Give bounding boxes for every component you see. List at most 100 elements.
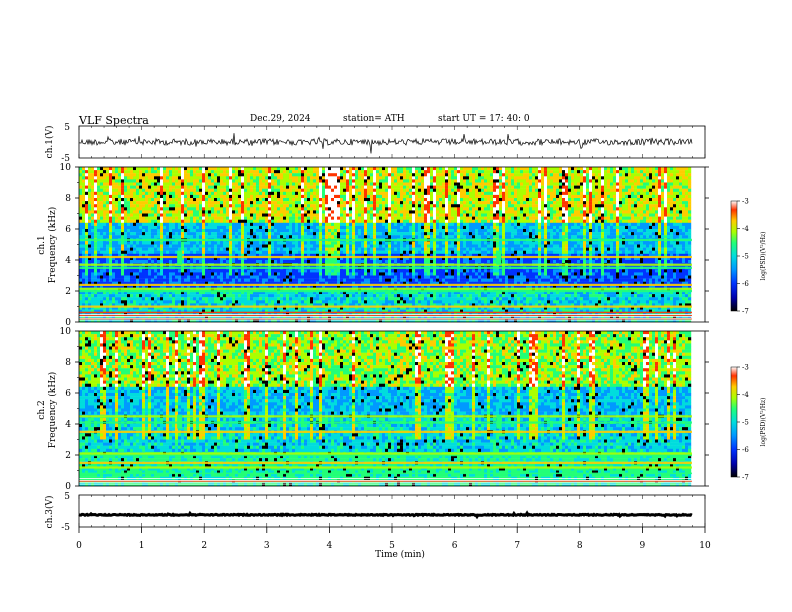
spectrogram-cell <box>124 306 128 310</box>
spectrogram-cell <box>121 256 125 261</box>
spectrogram-cell <box>103 272 107 276</box>
spectrogram-cell <box>340 275 344 279</box>
spectrogram-cell <box>202 232 206 236</box>
spectrogram-cell <box>160 204 164 208</box>
spectrogram-cell <box>124 284 128 289</box>
spectrogram-cell <box>265 244 269 248</box>
spectrogram-cell <box>85 284 89 289</box>
spectrogram-cell <box>271 207 275 211</box>
spectrogram-cell <box>226 253 230 258</box>
spectrogram-cell <box>148 213 152 217</box>
spectrogram-cell <box>163 306 167 310</box>
spectrogram-cell <box>256 182 260 186</box>
spectrogram-cell <box>202 256 206 261</box>
spectrogram-cell <box>253 256 257 261</box>
spectrogram-cell <box>316 182 320 186</box>
spectrogram-cell <box>298 216 302 220</box>
spectrogram-cell <box>169 173 173 177</box>
spectrogram-cell <box>121 294 125 298</box>
spectrogram-cell <box>223 260 227 264</box>
spectrogram-cell <box>256 275 260 279</box>
spectrogram-cell <box>355 272 359 276</box>
spectrogram-cell <box>142 194 146 199</box>
spectrogram-cell <box>358 303 362 307</box>
spectrogram-cell <box>268 278 272 282</box>
spectrogram-cell <box>223 272 227 276</box>
spectrogram-cell <box>370 219 374 223</box>
spectrogram-cell <box>82 247 86 251</box>
spectrogram-cell <box>208 198 212 202</box>
spectrogram-cell <box>268 229 272 233</box>
spectrogram-cell <box>358 207 362 211</box>
spectrogram-cell <box>121 225 125 230</box>
spectrogram-cell <box>97 284 101 289</box>
spectrogram-cell <box>271 182 275 186</box>
spectrogram-cell <box>319 318 323 323</box>
spectrogram-cell <box>337 179 341 183</box>
spectrogram-cell <box>100 241 104 245</box>
spectrogram-cell <box>133 232 137 236</box>
spectrogram-cell <box>181 194 185 199</box>
spectrogram-cell <box>184 315 188 320</box>
spectrogram-cell <box>97 176 101 180</box>
spectrogram-cell <box>214 198 218 202</box>
spectrogram-cell <box>367 281 371 285</box>
spectrogram-cell <box>178 173 182 177</box>
spectrogram-cell <box>91 198 95 202</box>
spectrogram-cell <box>232 170 236 174</box>
spectrogram-cell <box>247 179 251 183</box>
spectrogram-cell <box>355 170 359 174</box>
spectrogram-cell <box>226 194 230 199</box>
spectrogram-cell <box>181 185 185 189</box>
spectrogram-cell <box>184 306 188 310</box>
spectrogram-cell <box>175 216 179 220</box>
spectrogram-cell <box>208 306 212 310</box>
spectrogram-cell <box>196 201 200 205</box>
spectrogram-cell <box>133 297 137 301</box>
spectrogram-cell <box>157 173 161 177</box>
spectrogram-cell <box>331 204 335 208</box>
spectrogram-cell <box>346 284 350 289</box>
spectrogram-cell <box>352 291 356 295</box>
spectrogram-cell <box>232 260 236 264</box>
spectrogram-cell <box>208 256 212 261</box>
spectrogram-cell <box>169 272 173 276</box>
spectrogram-cell <box>268 291 272 295</box>
spectrogram-cell <box>190 247 194 251</box>
spectrogram-cell <box>253 194 257 199</box>
spectrogram-cell <box>94 315 98 320</box>
spectrogram-cell <box>331 241 335 245</box>
spectrogram-cell <box>265 291 269 295</box>
spectrogram-cell <box>361 241 365 245</box>
spectrogram-cell <box>355 247 359 251</box>
spectrogram-cell <box>313 188 317 192</box>
spectrogram-cell <box>355 278 359 282</box>
spectrogram-cell <box>232 284 236 289</box>
spectrogram-cell <box>250 185 254 189</box>
spectrogram-cell <box>232 297 236 301</box>
spectrogram-cell <box>100 284 104 289</box>
spectrogram-cell <box>187 235 191 239</box>
spectrogram-cell <box>265 275 269 279</box>
spectrogram-cell <box>277 207 281 211</box>
spectrogram-cell <box>157 281 161 285</box>
spectrogram-cell <box>322 278 326 282</box>
spectrogram-cell <box>97 247 101 251</box>
spectrogram-cell <box>286 247 290 251</box>
spectrogram-cell <box>313 235 317 239</box>
spectrogram-cell <box>190 303 194 307</box>
spectrogram-cell <box>139 241 143 245</box>
spectrogram-cell <box>109 294 113 298</box>
spectrogram-cell <box>295 303 299 307</box>
spectrogram-cell <box>268 201 272 205</box>
spectrogram-cell <box>271 291 275 295</box>
spectrogram-cell <box>313 201 317 205</box>
spectrogram-cell <box>343 272 347 276</box>
spectrogram-cell <box>103 182 107 186</box>
spectrogram-cell <box>172 167 176 171</box>
spectrogram-cell <box>193 281 197 285</box>
spectrogram-cell <box>124 253 128 258</box>
spectrogram-cell <box>241 170 245 174</box>
spectrogram-cell <box>217 176 221 180</box>
spectrogram-cell <box>145 207 149 211</box>
